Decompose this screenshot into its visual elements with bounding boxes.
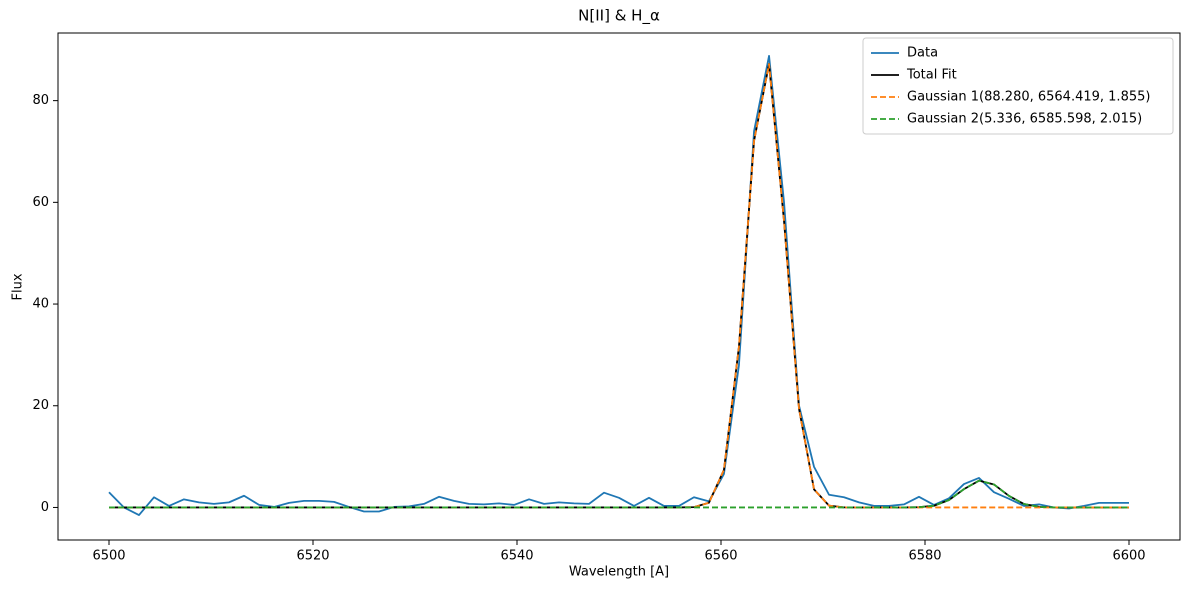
y-axis-label: Flux — [11, 273, 26, 300]
chart-title: N[II] & H_α — [578, 7, 660, 26]
legend-box — [862, 37, 1174, 135]
x-tick-label: 6500 — [92, 549, 125, 564]
x-tick-label: 6540 — [500, 549, 533, 564]
y-tick-label: 40 — [32, 297, 49, 312]
plot-frame — [57, 32, 1181, 541]
x-tick-label: 6600 — [1112, 549, 1145, 564]
legend-label: Total Fit — [906, 68, 957, 83]
y-tick-label: 80 — [32, 93, 49, 108]
y-tick-label: 20 — [32, 398, 49, 413]
series-line — [109, 479, 1129, 509]
series-line — [108, 54, 1129, 516]
x-axis-label: Wavelength [A] — [569, 565, 669, 580]
legend-label: Gaussian 1(88.280, 6564.419, 1.855) — [907, 90, 1150, 105]
x-tick-label: 6560 — [704, 549, 737, 564]
x-tick-label: 6520 — [296, 549, 329, 564]
y-tick-label: 60 — [32, 195, 49, 210]
x-tick-label: 6580 — [908, 549, 941, 564]
legend-label: Data — [907, 46, 938, 61]
legend-label: Gaussian 2(5.336, 6585.598, 2.015) — [907, 112, 1142, 127]
y-tick-label: 0 — [41, 500, 49, 515]
